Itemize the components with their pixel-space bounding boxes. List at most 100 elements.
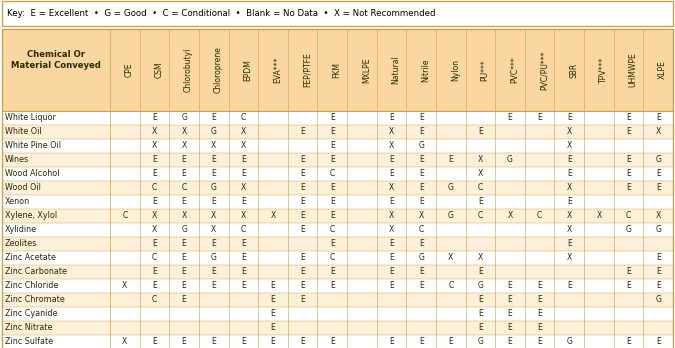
Text: E: E xyxy=(448,156,453,165)
Text: E: E xyxy=(508,113,512,122)
Text: Wines: Wines xyxy=(5,156,29,165)
Text: Xylidine: Xylidine xyxy=(5,226,37,235)
Text: TPV***: TPV*** xyxy=(599,57,608,83)
Text: E: E xyxy=(152,169,157,179)
Text: X: X xyxy=(182,127,187,136)
Text: E: E xyxy=(389,253,394,262)
Text: E: E xyxy=(330,282,335,291)
Text: E: E xyxy=(300,338,305,347)
Text: E: E xyxy=(330,239,335,248)
Text: E: E xyxy=(300,282,305,291)
Bar xyxy=(2,29,673,111)
Text: E: E xyxy=(537,309,542,318)
Bar xyxy=(2,265,673,279)
Text: E: E xyxy=(152,113,157,122)
Text: E: E xyxy=(418,127,423,136)
Text: G: G xyxy=(211,253,217,262)
Text: G: G xyxy=(211,127,217,136)
Text: G: G xyxy=(477,282,483,291)
Text: FEP/PTFE: FEP/PTFE xyxy=(302,53,312,87)
Text: E: E xyxy=(418,113,423,122)
Text: C: C xyxy=(329,226,335,235)
Bar xyxy=(2,1,673,26)
Text: E: E xyxy=(330,268,335,277)
Text: X: X xyxy=(655,127,661,136)
Text: Zinc Chloride: Zinc Chloride xyxy=(5,282,58,291)
Text: E: E xyxy=(508,295,512,304)
Text: C: C xyxy=(152,183,157,192)
Text: E: E xyxy=(567,198,572,206)
Text: E: E xyxy=(626,338,631,347)
Text: E: E xyxy=(211,268,216,277)
Text: Chlorobutyl: Chlorobutyl xyxy=(184,48,193,92)
Text: E: E xyxy=(656,338,661,347)
Bar xyxy=(2,195,673,209)
Text: E: E xyxy=(152,156,157,165)
Text: E: E xyxy=(271,295,275,304)
Text: X: X xyxy=(389,142,394,150)
Text: C: C xyxy=(241,113,246,122)
Text: E: E xyxy=(300,169,305,179)
Text: E: E xyxy=(300,183,305,192)
Text: E: E xyxy=(478,268,483,277)
Bar xyxy=(2,111,673,125)
Text: X: X xyxy=(389,127,394,136)
Text: E: E xyxy=(241,282,246,291)
Text: X: X xyxy=(241,127,246,136)
Text: E: E xyxy=(300,268,305,277)
Text: X: X xyxy=(596,212,601,221)
Text: E: E xyxy=(418,183,423,192)
Text: E: E xyxy=(418,268,423,277)
Text: C: C xyxy=(182,183,187,192)
Text: E: E xyxy=(211,198,216,206)
Text: E: E xyxy=(389,169,394,179)
Text: E: E xyxy=(330,113,335,122)
Text: Xylene, Xylol: Xylene, Xylol xyxy=(5,212,57,221)
Text: E: E xyxy=(241,268,246,277)
Text: G: G xyxy=(418,142,424,150)
Text: Wood Oil: Wood Oil xyxy=(5,183,41,192)
Bar xyxy=(2,223,673,237)
Text: E: E xyxy=(330,127,335,136)
Text: X: X xyxy=(211,142,216,150)
Text: Zinc Acetate: Zinc Acetate xyxy=(5,253,56,262)
Text: E: E xyxy=(626,127,631,136)
Text: E: E xyxy=(567,169,572,179)
Text: X: X xyxy=(567,183,572,192)
Text: X: X xyxy=(182,212,187,221)
Text: E: E xyxy=(537,295,542,304)
Text: X: X xyxy=(567,226,572,235)
Text: G: G xyxy=(181,113,187,122)
Text: E: E xyxy=(389,156,394,165)
Bar xyxy=(2,153,673,167)
Text: E: E xyxy=(152,338,157,347)
Text: G: G xyxy=(655,156,661,165)
Text: X: X xyxy=(478,156,483,165)
Text: CPE: CPE xyxy=(125,63,134,77)
Text: E: E xyxy=(182,268,186,277)
Text: Zinc Sulfate: Zinc Sulfate xyxy=(5,338,53,347)
Text: E: E xyxy=(418,282,423,291)
Text: E: E xyxy=(182,282,186,291)
Bar xyxy=(2,335,673,348)
Text: E: E xyxy=(271,338,275,347)
Bar xyxy=(2,125,673,139)
Bar xyxy=(2,209,673,223)
Text: E: E xyxy=(211,113,216,122)
Text: E: E xyxy=(241,253,246,262)
Text: E: E xyxy=(567,113,572,122)
Text: E: E xyxy=(478,295,483,304)
Text: G: G xyxy=(477,338,483,347)
Text: E: E xyxy=(300,226,305,235)
Text: E: E xyxy=(182,239,186,248)
Text: Zinc Cyanide: Zinc Cyanide xyxy=(5,309,57,318)
Text: E: E xyxy=(330,198,335,206)
Text: White Pine Oil: White Pine Oil xyxy=(5,142,61,150)
Text: E: E xyxy=(418,198,423,206)
Text: E: E xyxy=(626,156,631,165)
Text: EPDM: EPDM xyxy=(244,59,252,81)
Bar xyxy=(2,321,673,335)
Text: E: E xyxy=(300,127,305,136)
Text: X: X xyxy=(508,212,512,221)
Text: CSM: CSM xyxy=(155,62,163,78)
